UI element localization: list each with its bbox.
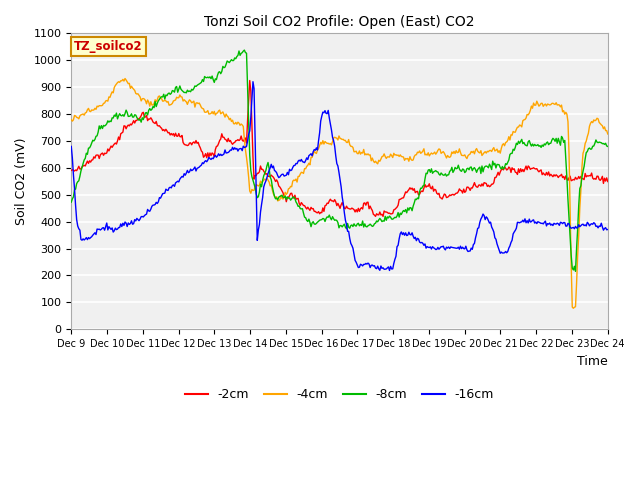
Y-axis label: Soil CO2 (mV): Soil CO2 (mV) (15, 137, 28, 225)
X-axis label: Time: Time (577, 355, 608, 368)
Legend: -2cm, -4cm, -8cm, -16cm: -2cm, -4cm, -8cm, -16cm (180, 383, 499, 406)
Title: Tonzi Soil CO2 Profile: Open (East) CO2: Tonzi Soil CO2 Profile: Open (East) CO2 (204, 15, 475, 29)
Text: TZ_soilco2: TZ_soilco2 (74, 40, 143, 53)
